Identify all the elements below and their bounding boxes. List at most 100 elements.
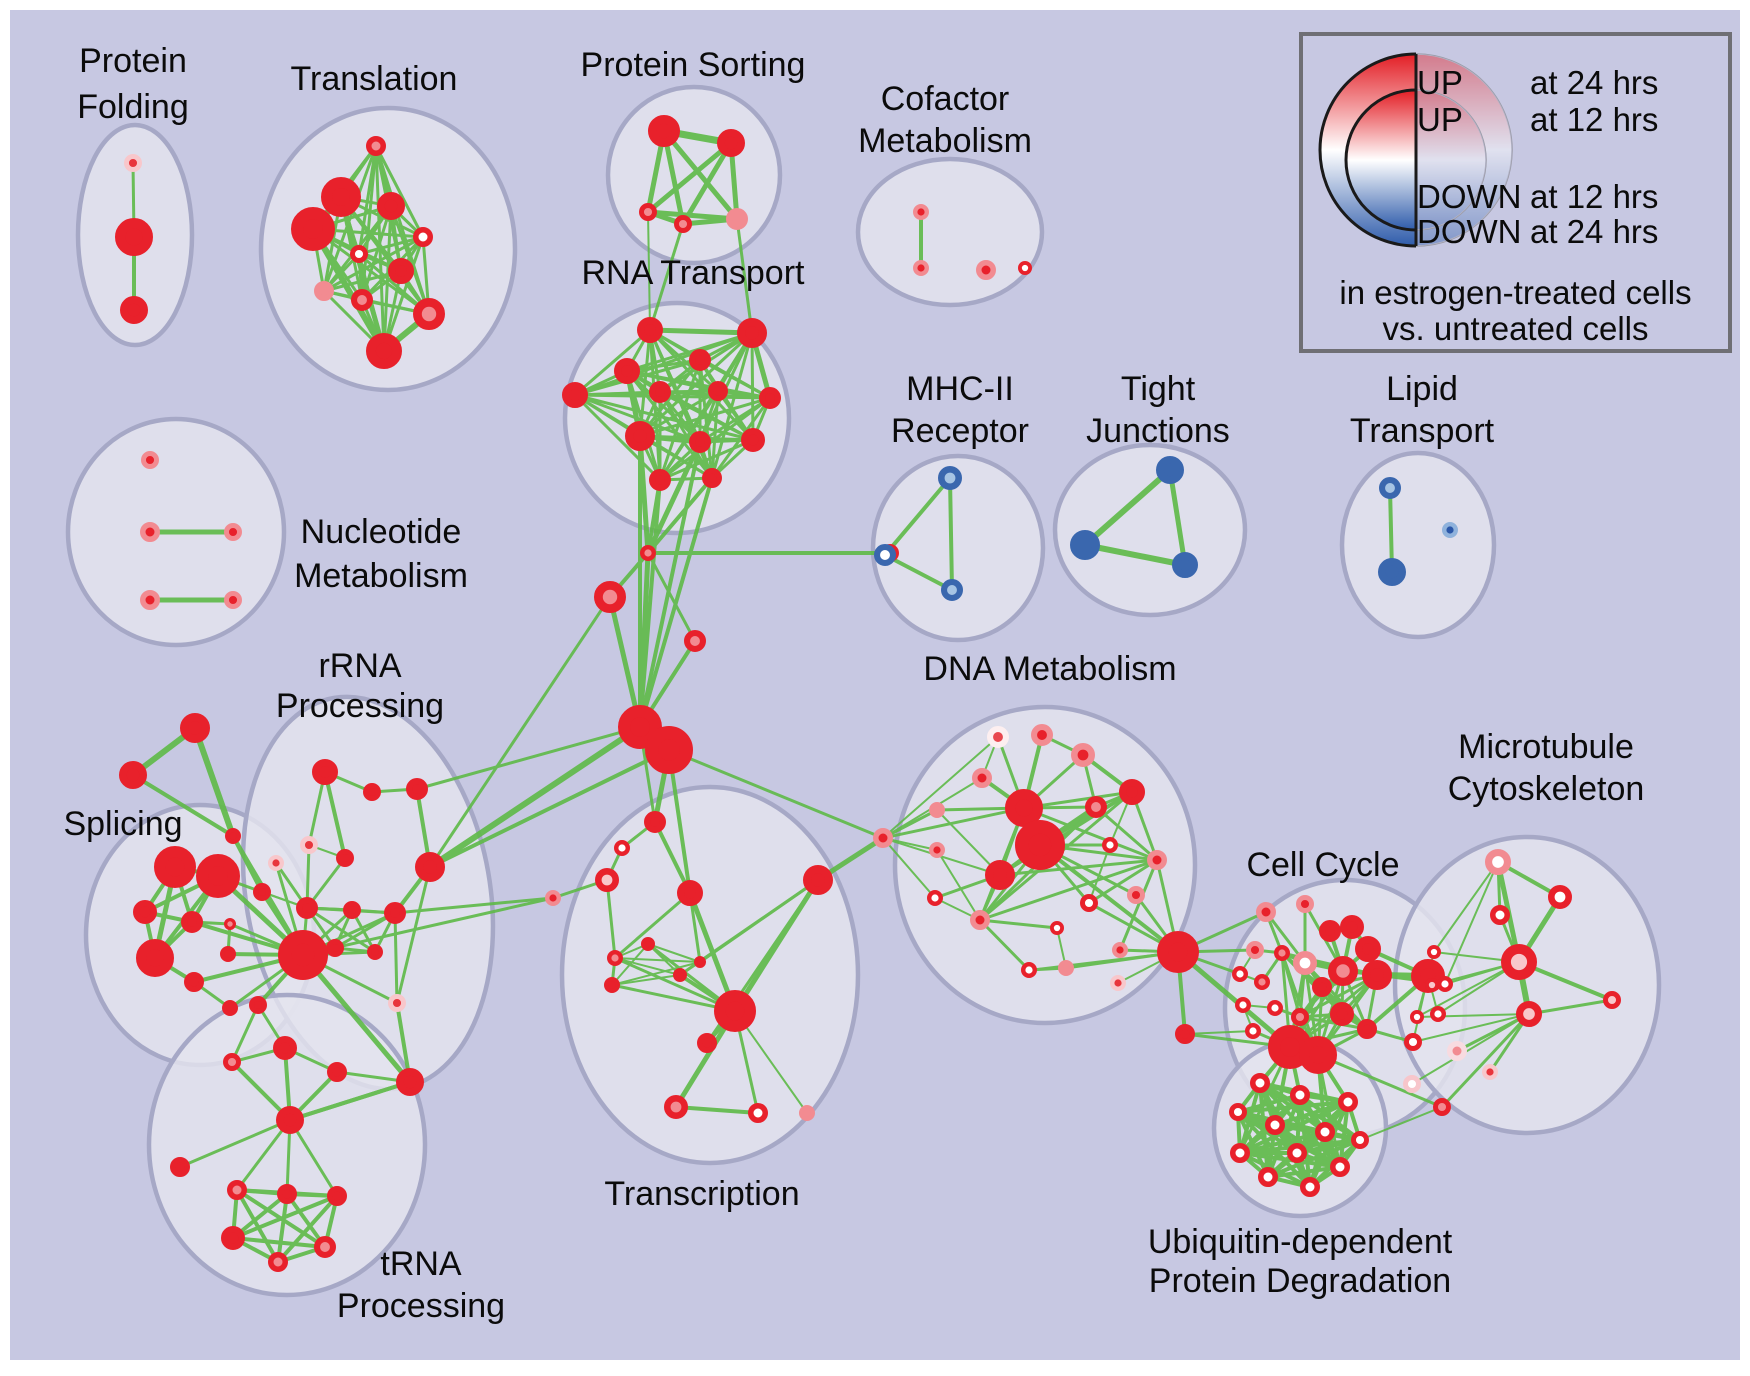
network-edge (276, 1194, 339, 1264)
network-node (663, 1095, 688, 1120)
network-node (277, 1184, 297, 1204)
cluster-label-tight-junctions: Tight Junctions (1086, 370, 1230, 450)
legend-down-12-label: DOWN (1417, 178, 1522, 215)
network-node (140, 590, 160, 610)
network-node (366, 136, 386, 156)
network-node (638, 203, 657, 222)
network-node (136, 938, 175, 977)
network-node (343, 900, 362, 919)
network-edge (235, 1118, 292, 1192)
network-node (740, 427, 765, 452)
network-node (1111, 942, 1128, 959)
network-node (119, 296, 148, 325)
network-node (312, 759, 339, 786)
network-node (1403, 1032, 1422, 1051)
network-edge (881, 806, 1026, 840)
network-edge (613, 956, 737, 1013)
network-edge (1412, 1013, 1530, 1043)
network-edge (374, 144, 425, 239)
network-edge (322, 235, 425, 293)
network-node (1256, 902, 1276, 922)
cluster-label-cofactor-metabolism: Cofactor Metabolism (858, 80, 1032, 160)
cluster-label-nucleotide-metabolism: Nucleotide Metabolism (294, 513, 468, 595)
network-edge (648, 222, 685, 332)
network-node (1602, 990, 1621, 1009)
network-node (1109, 975, 1126, 992)
cluster-label-protein-folding: Protein Folding (77, 42, 189, 126)
network-node (278, 930, 328, 980)
network-node (1490, 905, 1510, 925)
network-edge (653, 820, 692, 895)
network-node (874, 544, 897, 567)
network-edge (658, 389, 720, 482)
network-node (1244, 1022, 1261, 1039)
network-node (1228, 1102, 1247, 1121)
network-edge (288, 1118, 339, 1198)
network-node (913, 203, 930, 220)
network-node (1171, 552, 1198, 579)
network-node (1245, 940, 1264, 959)
network-edge (998, 858, 1159, 877)
network-node (1410, 1009, 1425, 1024)
network-node (1500, 944, 1537, 981)
network-edge (883, 476, 952, 557)
network-edge (614, 957, 681, 976)
network-edge (131, 773, 235, 838)
network-edge (978, 858, 1159, 922)
legend-caption-line2: vs. untreated cells (1382, 310, 1649, 347)
network-node (180, 713, 210, 743)
cluster-label-rrna-processing: rRNA Processing (276, 647, 444, 725)
network-node (1265, 1115, 1285, 1135)
network-node (1287, 1143, 1307, 1163)
network-edge (231, 1194, 339, 1240)
network-node (970, 910, 990, 930)
network-node (1231, 966, 1248, 983)
network-node (123, 154, 142, 173)
network-edge (311, 227, 431, 316)
cluster-ellipse-lipid-transport (1339, 450, 1497, 640)
legend-up-12-time: at 12 hrs (1530, 101, 1659, 138)
network-edge (323, 770, 347, 860)
network-node (268, 1252, 288, 1272)
network-node (114, 218, 153, 257)
network-node (366, 333, 403, 370)
network-edge (648, 328, 754, 335)
network-node (140, 522, 160, 542)
legend-up-12-label: UP (1417, 101, 1463, 138)
network-node (180, 911, 203, 934)
network-node (1298, 1035, 1337, 1074)
network-node (672, 967, 687, 982)
network-node (1350, 1130, 1369, 1149)
network-node (748, 1103, 768, 1123)
network-edge (658, 390, 714, 480)
network-edge (645, 209, 740, 222)
network-edge (395, 865, 432, 1005)
network-node (1230, 1143, 1250, 1163)
network-edge (936, 809, 1001, 876)
network-node (759, 386, 782, 409)
network-edge (573, 393, 662, 482)
network-edge (1167, 467, 1188, 568)
network-edge (735, 217, 754, 335)
network-node (413, 227, 433, 247)
network-edge (658, 438, 755, 482)
network-node (224, 828, 241, 845)
network-node (224, 522, 243, 541)
network-node (1085, 796, 1108, 819)
network-edge (573, 328, 652, 397)
network-edge (646, 551, 697, 643)
network-edge (1087, 858, 1159, 905)
network-edge (178, 1118, 292, 1169)
network-node (295, 897, 318, 920)
network-node (350, 245, 369, 264)
network-node (1070, 530, 1100, 560)
legend-down-12-time: at 12 hrs (1530, 178, 1659, 215)
legend: UP at 24 hrs UP at 12 hrs DOWN at 12 hrs… (1299, 32, 1732, 353)
network-node (1481, 1063, 1498, 1080)
network-node (1447, 1041, 1467, 1061)
network-node (396, 1067, 425, 1096)
network-node (141, 451, 160, 470)
network-node (1330, 1001, 1355, 1026)
network-edge (978, 918, 1031, 972)
legend-caption-line1: in estrogen-treated cells (1339, 274, 1692, 311)
